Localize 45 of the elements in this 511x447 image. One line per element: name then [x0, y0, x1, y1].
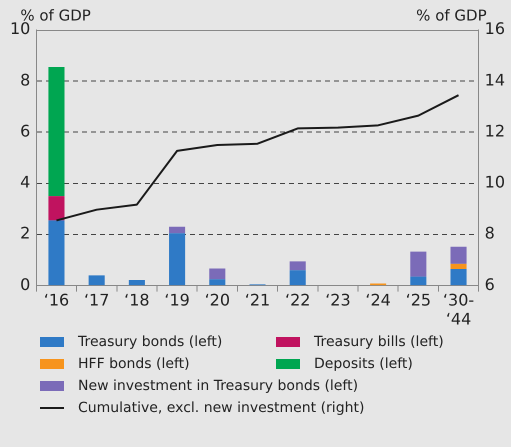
- legend-label: Treasury bills (left): [314, 334, 444, 350]
- bar: [48, 196, 65, 220]
- legend-label: Deposits (left): [314, 356, 413, 372]
- y-tick-label: 6: [20, 121, 30, 140]
- y2-tick-label: 16: [484, 19, 505, 38]
- y-tick-label: 0: [20, 274, 30, 294]
- x-tick-label: ‘19: [164, 290, 190, 310]
- bar: [410, 252, 426, 277]
- legend-label: New investment in Treasury bonds (left): [78, 378, 358, 394]
- bar: [209, 279, 226, 286]
- y-tick-label: 2: [20, 224, 30, 243]
- x-tick-label: ‘20: [204, 290, 230, 310]
- y2-tick-label: 14: [484, 70, 505, 90]
- bar: [128, 280, 145, 286]
- x-tick-label: ‘16: [44, 290, 70, 310]
- legend-label: Cumulative, excl. new investment (right): [78, 400, 364, 416]
- x-tick-label: ‘21: [244, 290, 270, 310]
- x-tick-label: ‘17: [84, 290, 110, 310]
- y-tick-label: 8: [20, 70, 30, 90]
- bar: [48, 220, 65, 286]
- y2-tick-label: 12: [484, 121, 505, 140]
- x-tick-label: ‘23: [325, 290, 351, 310]
- y2-tick-label: 6: [484, 274, 495, 294]
- legend-label: HFF bonds (left): [78, 356, 190, 372]
- bar: [169, 233, 186, 286]
- bar: [209, 268, 226, 280]
- x-tick-label: ‘18: [124, 290, 150, 310]
- bar: [290, 270, 306, 286]
- bar: [88, 275, 105, 286]
- bar: [169, 226, 186, 234]
- x-tick-label: ‘22: [284, 290, 310, 310]
- y2-tick-label: 10: [484, 172, 505, 192]
- bar: [450, 246, 467, 264]
- bar: [410, 276, 426, 286]
- y-tick-label: 4: [20, 172, 30, 192]
- bar: [48, 67, 65, 196]
- bar: [450, 268, 467, 286]
- x-tick-label: ‘24: [365, 290, 391, 310]
- y2-tick-label: 8: [484, 224, 495, 243]
- bar: [290, 261, 306, 270]
- bar: [450, 264, 467, 269]
- x-tick-label: ‘30-‘44: [442, 290, 474, 329]
- y2-axis-title: % of GDP: [416, 6, 487, 24]
- legend-label: Treasury bonds (left): [78, 334, 222, 350]
- x-tick-label: ‘25: [406, 290, 432, 310]
